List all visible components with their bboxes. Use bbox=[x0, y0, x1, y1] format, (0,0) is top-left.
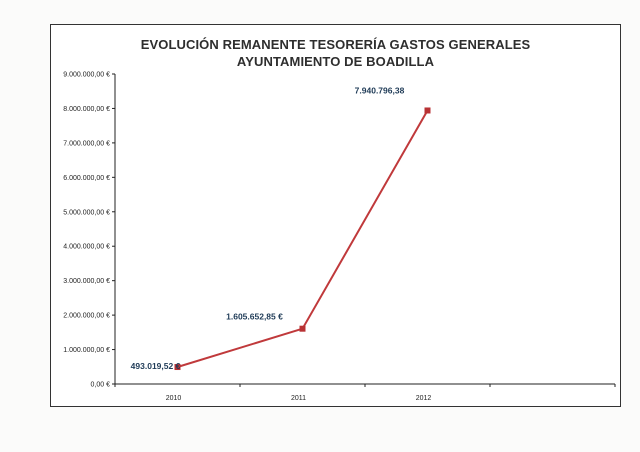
chart-frame bbox=[50, 24, 621, 407]
chart-title: EVOLUCIÓN REMANENTE TESORERÍA GASTOS GEN… bbox=[140, 37, 531, 52]
data-point bbox=[174, 364, 181, 371]
y-tick-label: 1.000.000,00 € bbox=[63, 347, 110, 354]
y-tick-label: 5.000.000,00 € bbox=[63, 209, 110, 216]
y-tick-label: 2.000.000,00 € bbox=[63, 313, 110, 320]
x-tick-label: 2010 bbox=[166, 395, 182, 402]
y-tick-label: 7.000.000,00 € bbox=[63, 140, 110, 147]
data-label: 1.605.652,85 € bbox=[226, 312, 283, 322]
chart-subtitle: AYUNTAMIENTO DE BOADILLA bbox=[236, 54, 435, 69]
x-tick-label: 2012 bbox=[416, 395, 432, 402]
y-tick-label: 0,00 € bbox=[91, 382, 111, 389]
data-label: 7.940.796,38 bbox=[355, 85, 405, 95]
y-tick-label: 3.000.000,00 € bbox=[63, 278, 110, 285]
data-label: 493.019,52 € bbox=[131, 361, 181, 371]
y-tick-label: 6.000.000,00 € bbox=[63, 175, 110, 182]
data-point bbox=[424, 107, 431, 114]
y-tick-label: 9.000.000,00 € bbox=[63, 72, 110, 79]
y-tick-label: 8.000.000,00 € bbox=[63, 106, 110, 113]
data-point bbox=[299, 325, 306, 332]
y-tick-label: 4.000.000,00 € bbox=[63, 244, 110, 251]
x-tick-label: 2011 bbox=[291, 395, 306, 402]
